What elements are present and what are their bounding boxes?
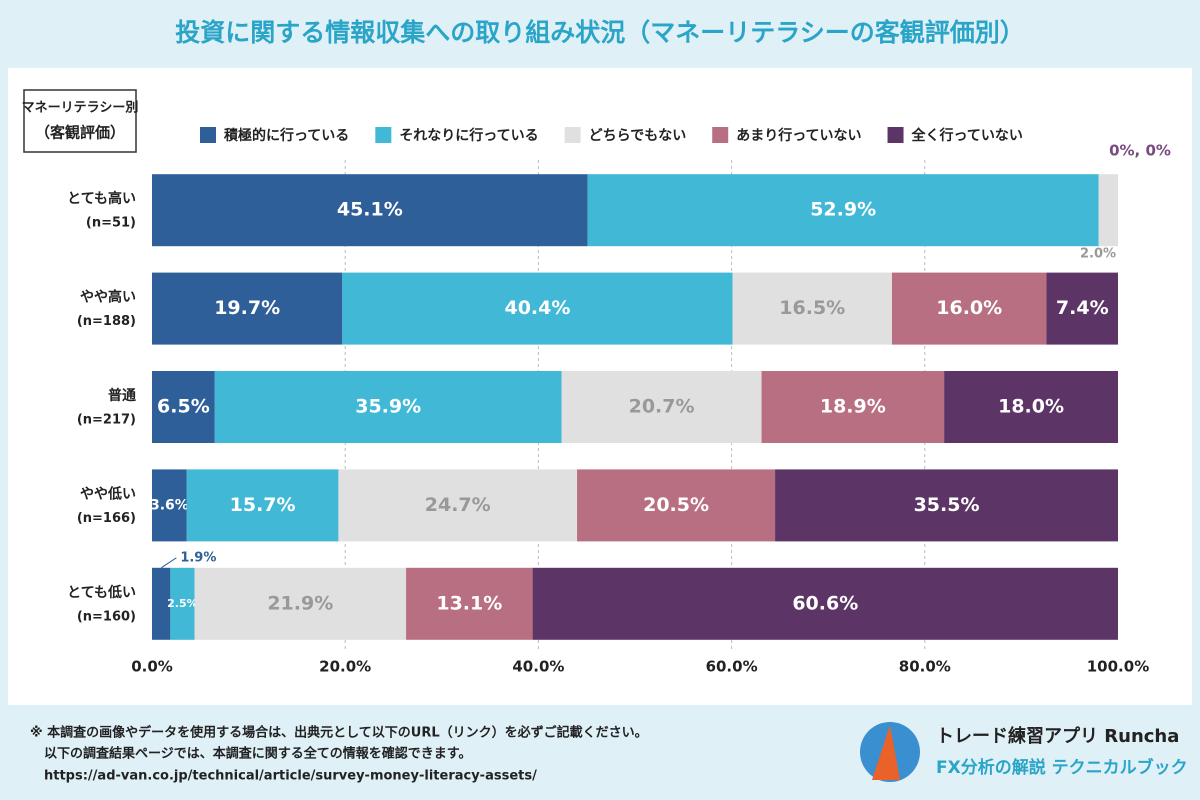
value-label: 45.1% — [337, 199, 403, 221]
zero-annotation: 0%, 0% — [1109, 142, 1171, 160]
axis-label: （客観評価） — [35, 124, 125, 142]
bar-segment — [587, 174, 1099, 247]
axis-label-box — [23, 89, 137, 153]
value-label: 24.7% — [425, 494, 491, 516]
legend-label: 全く行っていない — [911, 127, 1023, 144]
legend-label: あまり行っていない — [736, 127, 861, 144]
axis-label: マネーリテラシー別 — [22, 101, 139, 116]
tagline: FX分析の解説 テクニカルブック — [936, 757, 1188, 778]
value-label: 2.0% — [1080, 247, 1116, 262]
value-label: 15.7% — [230, 494, 296, 516]
value-label: 21.9% — [267, 592, 333, 614]
bar-segment — [532, 567, 1118, 640]
bar-segment — [891, 272, 1047, 345]
bar-segment — [561, 371, 762, 443]
legend-swatch — [200, 127, 216, 143]
x-tick-label: 60.0% — [706, 658, 758, 676]
value-label: 52.9% — [810, 199, 876, 221]
x-tick-label: 100.0% — [1087, 658, 1149, 676]
bar-segment — [152, 469, 187, 542]
legend-label: 積極的に行っている — [223, 127, 349, 144]
value-label: 35.5% — [914, 494, 980, 516]
bar-segment — [1098, 174, 1118, 247]
value-label: 19.7% — [214, 297, 280, 319]
category-label: やや高い — [80, 289, 136, 306]
value-label: 35.9% — [355, 396, 421, 418]
value-label: 18.9% — [820, 396, 886, 418]
bar-segment — [342, 272, 733, 345]
value-label: 20.5% — [643, 494, 709, 516]
sample-size: (n=166) — [77, 511, 136, 526]
value-label: 7.4% — [1056, 297, 1109, 319]
value-label: 16.5% — [779, 297, 845, 319]
value-label: 20.7% — [629, 396, 695, 418]
footnote: 以下の調査結果ページでは、本調査に関する全ての情報を確認できます。 — [44, 746, 471, 762]
category-label: とても低い — [67, 584, 136, 601]
bar-segment — [1046, 272, 1118, 345]
x-tick-label: 20.0% — [319, 658, 371, 676]
value-label: 2.5% — [167, 597, 198, 610]
bar-segment — [152, 272, 343, 345]
bar-segment — [944, 371, 1118, 443]
bar-segment — [186, 469, 339, 542]
bar-segment — [732, 272, 892, 345]
value-label: 40.4% — [504, 297, 570, 319]
bar-segment — [577, 469, 776, 542]
bar-segment — [775, 469, 1118, 542]
legend-swatch — [375, 127, 392, 143]
legend-swatch — [887, 127, 904, 143]
brand: トレード練習アプリ Runcha — [936, 725, 1179, 747]
chart-title: 投資に関する情報収集への取り組み状況（マネーリテラシーの客観評価別） — [175, 18, 1025, 47]
legend-label: それなりに行っている — [399, 127, 538, 144]
footnote: ※ 本調査の画像やデータを使用する場合は、出典元として以下のURL（リンク）を必… — [30, 725, 648, 741]
value-label: 3.6% — [150, 497, 189, 513]
sample-size: (n=51) — [86, 216, 136, 231]
x-tick-label: 80.0% — [899, 658, 951, 676]
bar-segment — [152, 174, 588, 247]
value-label: 13.1% — [436, 592, 502, 614]
value-label: 16.0% — [936, 297, 1002, 319]
logo-tower — [872, 725, 900, 780]
value-label: 6.5% — [157, 396, 210, 418]
footnote-url: https://ad-van.co.jp/technical/article/s… — [44, 769, 537, 784]
legend-swatch — [712, 127, 729, 143]
legend-swatch — [564, 127, 581, 143]
x-tick-label: 0.0% — [131, 658, 173, 676]
bar-segment — [406, 567, 533, 640]
category-label: やや低い — [80, 485, 136, 502]
value-label: 60.6% — [792, 592, 858, 614]
category-label: 普通 — [108, 387, 136, 404]
bar-segment — [170, 567, 195, 640]
sample-size: (n=188) — [77, 314, 136, 329]
bar-segment — [338, 469, 578, 542]
leader-line — [160, 557, 177, 569]
legend-label: どちらでもない — [589, 128, 687, 144]
sample-size: (n=160) — [77, 609, 136, 624]
bar-segment — [761, 371, 945, 443]
category-label: とても高い — [67, 190, 136, 207]
bar-segment — [152, 371, 215, 443]
bar-segment — [214, 371, 562, 443]
bar-segment — [152, 567, 171, 640]
sample-size: (n=217) — [77, 413, 136, 428]
x-tick-label: 40.0% — [512, 658, 564, 676]
value-label: 1.9% — [180, 550, 216, 565]
bar-segment — [194, 567, 407, 640]
value-label: 18.0% — [998, 396, 1064, 418]
